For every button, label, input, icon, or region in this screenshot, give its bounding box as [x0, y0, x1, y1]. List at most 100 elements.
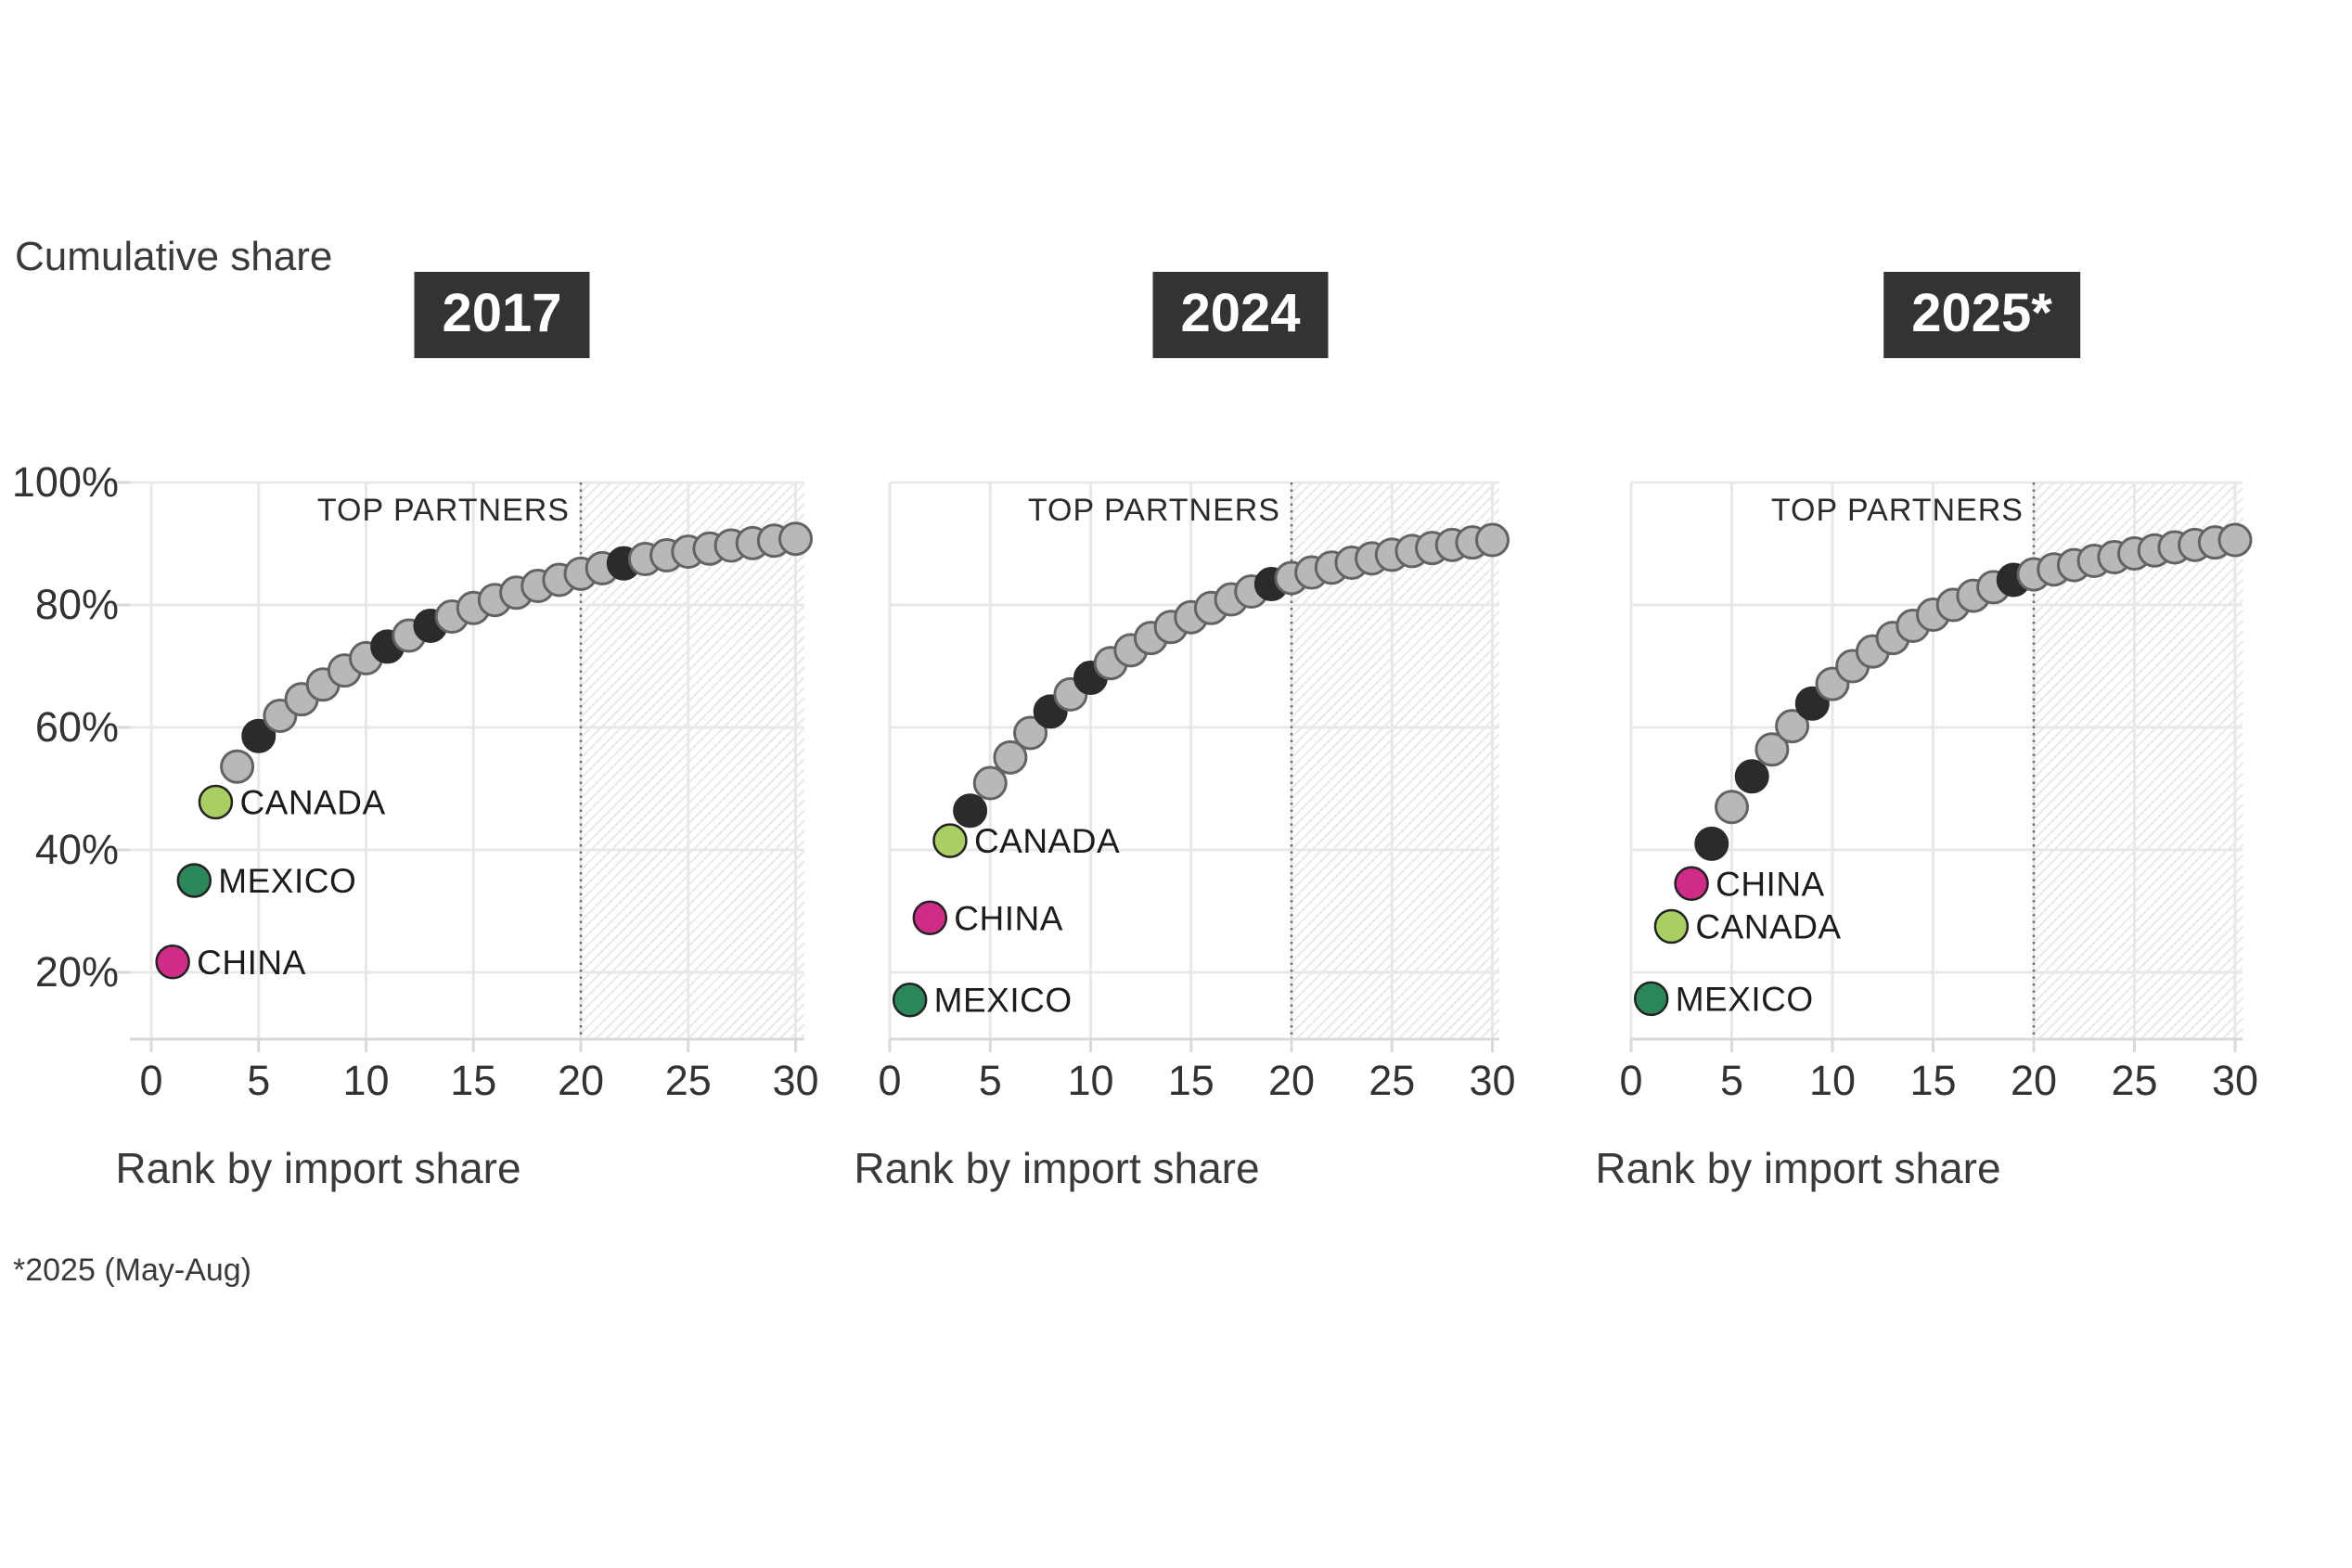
hatch-line [1469, 1009, 1500, 1040]
hatch-line [2033, 487, 2243, 698]
hatch-line [2048, 844, 2243, 1040]
hatch-line [1418, 958, 1500, 1040]
x-tick-label: 5 [1720, 1057, 1743, 1104]
hatch-line [1291, 794, 1500, 1004]
hatch-line [1291, 559, 1500, 769]
hatch-line [1291, 600, 1500, 810]
hatch-line [1291, 482, 1364, 555]
hatch-line [580, 646, 805, 871]
hatch-line [2033, 579, 2243, 790]
hatch-line [2221, 1018, 2243, 1040]
hatch-line [580, 482, 643, 545]
hatch-line [580, 533, 805, 759]
hatch-line [580, 482, 765, 667]
hatch-line [1356, 896, 1500, 1040]
x-axis-title-2017: Rank by import share [115, 1144, 521, 1192]
dot-mexico [1633, 981, 1669, 1017]
hatch-line [656, 891, 805, 1040]
country-label-canada: CANADA [1695, 908, 1841, 946]
hatch-line [2150, 946, 2243, 1040]
dot-gray-rank-5 [972, 765, 1008, 801]
hatch-line [1291, 774, 1500, 983]
dot-gray-rank-5 [1715, 790, 1749, 825]
hatch-line [1305, 845, 1500, 1040]
hatch-line [697, 932, 805, 1040]
dot-gray-rank-7 [1754, 732, 1790, 767]
top-partners-label-2025: TOP PARTNERS [1770, 493, 2024, 528]
hatch-line [1291, 641, 1500, 851]
dot-gray-rank-8 [1775, 709, 1810, 744]
country-label-china: CHINA [954, 899, 1063, 937]
hatch-line [2058, 855, 2243, 1040]
hatch-line [1326, 866, 1500, 1040]
hatch-line [2033, 783, 2243, 994]
dot-china [912, 900, 948, 936]
dot-canada [1653, 908, 1690, 945]
hatch-line [580, 482, 633, 534]
hatch-line [1291, 753, 1500, 963]
hatch-line [2033, 589, 2243, 800]
hatch-line [1291, 482, 1476, 667]
hatch-line [1407, 947, 1500, 1040]
hatch-line [2033, 482, 2096, 545]
hatch-line [580, 687, 805, 912]
hatch-line [768, 1003, 805, 1040]
hatch-line [1291, 682, 1500, 892]
hatch-line [580, 482, 663, 565]
hatch-line [580, 482, 653, 555]
hatch-line [636, 870, 805, 1040]
hatch-line [1291, 482, 1323, 514]
x-tick-label: 15 [1909, 1057, 1956, 1104]
hatch-line [580, 656, 805, 881]
hatch-line [1291, 621, 1500, 830]
hatch-line [580, 605, 805, 830]
country-label-canada: CANADA [239, 784, 385, 822]
hatch-line [2099, 895, 2243, 1040]
hatch-line [2078, 875, 2243, 1040]
hatch-line [580, 544, 805, 769]
hatch-line [1291, 702, 1500, 912]
dot-black-rank-4 [1694, 826, 1729, 861]
hatch-line [2180, 977, 2243, 1040]
hatch-line [2033, 538, 2243, 749]
hatch-line [1291, 549, 1500, 759]
hatch-line [1291, 804, 1500, 1014]
hatch-line [2033, 620, 2243, 830]
hatch-line [1336, 876, 1500, 1040]
hatch-line [2037, 834, 2243, 1040]
chart-title-2025: 2025* [1883, 272, 2080, 358]
hatch-line [2033, 681, 2243, 892]
hatch-line [2033, 814, 2243, 1024]
hatch-line [2033, 742, 2243, 953]
hatch-line [1346, 886, 1500, 1040]
hatch-line [2033, 773, 2243, 983]
x-tick-label: 25 [1369, 1057, 1415, 1104]
hatch-line [2033, 482, 2065, 514]
hatch-line [1291, 482, 1486, 677]
hatch-line [2033, 722, 2243, 932]
hatch-line [717, 952, 805, 1040]
x-tick-label: 10 [1809, 1057, 1856, 1104]
hatch-line [687, 921, 805, 1040]
hatch-line [2160, 957, 2243, 1040]
hatch-line [1291, 723, 1500, 932]
hatch-line [580, 789, 805, 1014]
hatch-line [2033, 824, 2243, 1035]
y-tick-label: 20% [35, 948, 119, 996]
hatch-line [738, 972, 805, 1040]
hatch-line [2033, 548, 2243, 759]
hatch-line [1295, 835, 1500, 1040]
hatch-line [1428, 968, 1500, 1040]
x-tick-label: 0 [1619, 1057, 1642, 1104]
dot-black-rank-5 [241, 718, 276, 753]
hatch-line [2033, 482, 2086, 534]
dot-gray-rank-30 [1475, 522, 1510, 558]
hatch-line [580, 799, 805, 1024]
country-label-mexico: MEXICO [218, 862, 356, 900]
hatch-line [1291, 482, 1343, 534]
hatch-line [605, 840, 805, 1040]
hatch-line [778, 1013, 805, 1040]
hatch-line [580, 717, 805, 943]
